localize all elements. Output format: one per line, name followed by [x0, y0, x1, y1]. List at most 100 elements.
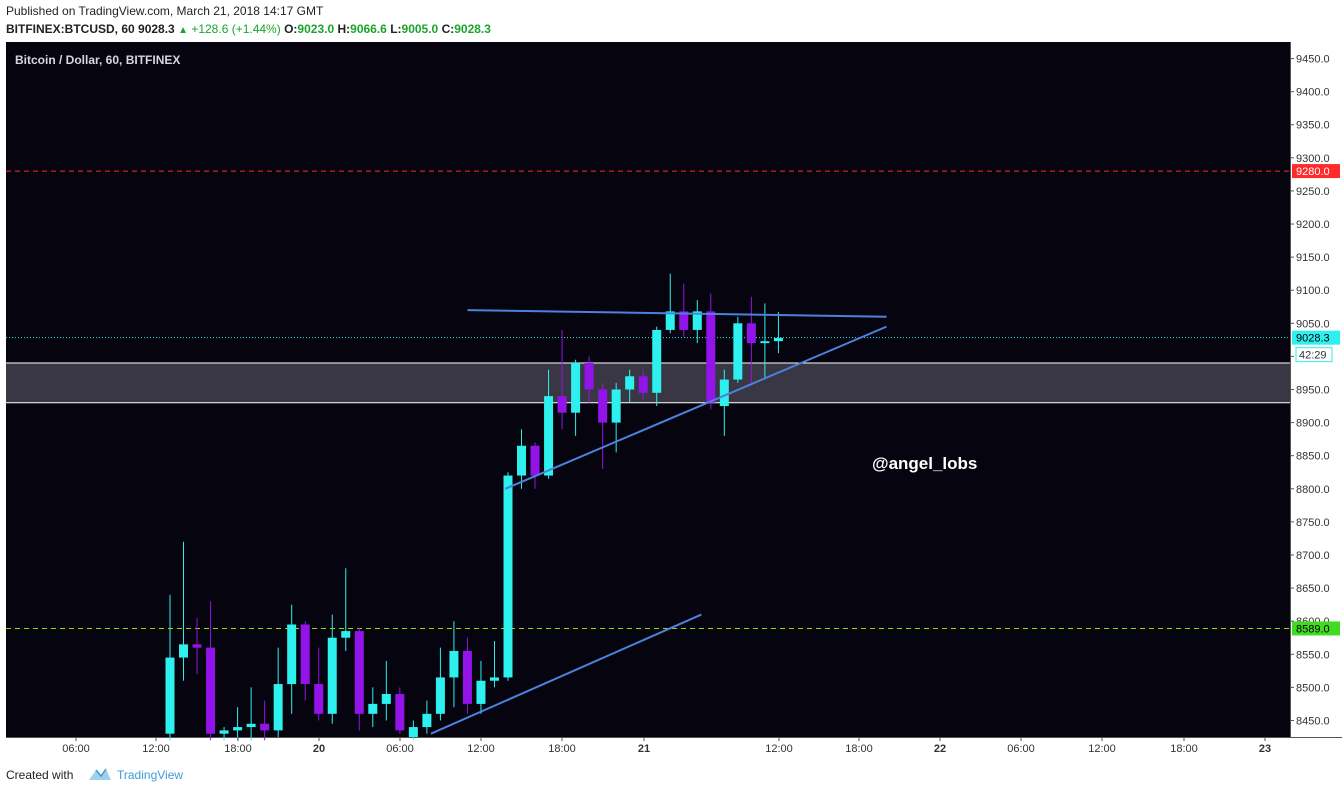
candle-body [260, 723, 270, 731]
candle [489, 641, 499, 688]
candle-body [435, 677, 445, 714]
candle-body [557, 396, 567, 413]
x-tick-label: 21 [638, 743, 650, 755]
candle-body [598, 389, 608, 423]
candle [395, 687, 405, 734]
y-tick-label: 9200.0 [1296, 219, 1330, 231]
candle-body [314, 684, 324, 714]
symbol-label[interactable]: BITFINEX:BTCUSD, 60 [6, 22, 135, 36]
x-tick-label: 18:00 [1170, 743, 1198, 755]
candle [368, 687, 378, 728]
low-value: 9005.0 [401, 22, 439, 36]
chart-area[interactable]: 8450.08500.08550.08600.08650.08700.08750… [6, 42, 1342, 759]
candle-body [530, 445, 540, 476]
candle [260, 700, 270, 741]
tradingview-logo-icon[interactable] [88, 766, 112, 782]
candle-body [571, 363, 581, 413]
candle-body [408, 727, 418, 737]
candle [557, 329, 567, 430]
y-tick-label: 9150.0 [1296, 252, 1330, 264]
time-axis[interactable] [6, 737, 1342, 759]
chart-title: Bitcoin / Dollar, 60, BITFINEX [15, 53, 180, 67]
candle-body [706, 311, 716, 403]
candle-body [192, 644, 202, 648]
candle [544, 369, 554, 479]
candlestick-chart[interactable]: 8450.08500.08550.08600.08650.08700.08750… [6, 42, 1342, 759]
last-price-label: 9028.3 [1296, 333, 1330, 345]
support-resistance-zone [6, 363, 1290, 403]
candle [625, 369, 635, 403]
candle-body [665, 311, 675, 330]
x-tick-label: 18:00 [548, 743, 576, 755]
candle [503, 472, 513, 681]
candle [773, 312, 783, 354]
candle [679, 283, 689, 337]
candle-body [206, 647, 216, 734]
candle [219, 727, 229, 741]
x-tick-label: 18:00 [224, 743, 252, 755]
candle-body [422, 713, 432, 728]
candle-body [760, 341, 770, 344]
candle [273, 647, 283, 737]
y-tick-label: 9450.0 [1296, 54, 1330, 66]
y-tick-label: 9400.0 [1296, 87, 1330, 99]
open-label: O: [284, 22, 298, 36]
watermark-annotation: @angel_lobs [872, 454, 977, 473]
candle-body [273, 684, 283, 731]
y-tick-label: 9300.0 [1296, 153, 1330, 165]
candle-body [341, 631, 351, 638]
published-info: Published on TradingView.com, March 21, … [6, 4, 324, 18]
candle [287, 604, 297, 714]
y-tick-label: 8800.0 [1296, 484, 1330, 496]
candle [517, 429, 527, 489]
candle [719, 369, 729, 436]
candle [476, 660, 486, 714]
candle-body [327, 637, 337, 714]
candle [300, 621, 310, 701]
price-axis[interactable] [1290, 42, 1342, 737]
candle-body [381, 693, 391, 704]
tradingview-link[interactable]: TradingView [117, 768, 184, 782]
candle-body [476, 680, 486, 704]
x-tick-label: 12:00 [1088, 743, 1116, 755]
candle [233, 707, 243, 741]
y-tick-label: 9050.0 [1296, 318, 1330, 330]
candle [652, 326, 662, 407]
support-price-label: 8589.0 [1296, 623, 1330, 635]
candle-body [503, 475, 513, 678]
x-tick-label: 06:00 [1007, 743, 1035, 755]
candle-body [746, 323, 756, 344]
candle-body [719, 379, 729, 407]
candle-body [179, 644, 189, 658]
ohlc-bar: BITFINEX:BTCUSD, 60 9028.3 ▲ +128.6 (+1.… [6, 22, 491, 36]
resistance-price-label: 9280.0 [1296, 166, 1330, 178]
y-tick-label: 9350.0 [1296, 120, 1330, 132]
support-price-label-bg [1292, 621, 1340, 636]
trendline [430, 613, 702, 735]
candle-body [544, 396, 554, 476]
open-value: 9023.0 [297, 22, 335, 36]
candle-body [625, 376, 635, 390]
x-tick-label: 22 [934, 743, 946, 755]
candle [327, 614, 337, 724]
y-tick-label: 8950.0 [1296, 385, 1330, 397]
chart-header: Published on TradingView.com, March 21, … [0, 0, 1342, 42]
candle [422, 700, 432, 734]
candle-body [368, 703, 378, 714]
candle-body [233, 727, 243, 731]
candle [760, 303, 770, 380]
candle [462, 637, 472, 714]
trendline [504, 325, 887, 490]
candle [381, 660, 391, 721]
candle-body [652, 329, 662, 393]
last-price-label-bg [1292, 330, 1340, 345]
y-tick-label: 8700.0 [1296, 550, 1330, 562]
up-arrow-icon: ▲ [178, 25, 188, 36]
x-tick-label: 12:00 [765, 743, 793, 755]
y-tick-label: 8650.0 [1296, 583, 1330, 595]
candle-body [692, 311, 702, 330]
resistance-price-label-bg [1292, 164, 1340, 179]
candle [638, 369, 648, 400]
candle-body [354, 631, 364, 714]
y-tick-label: 8900.0 [1296, 418, 1330, 430]
